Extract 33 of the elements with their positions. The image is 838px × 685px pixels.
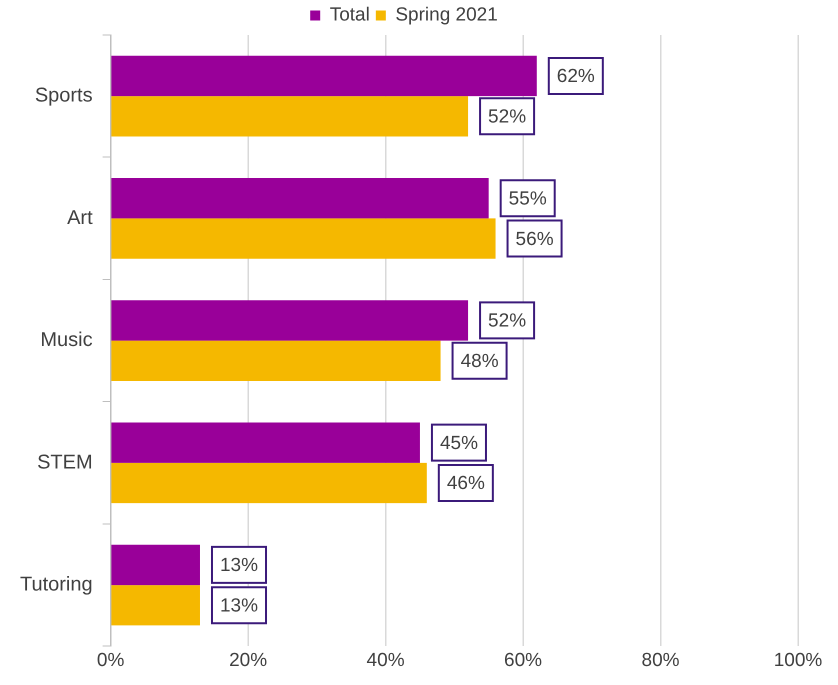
bar	[111, 462, 427, 504]
bar	[111, 340, 441, 381]
bar	[111, 300, 468, 341]
data-label: 45%	[440, 432, 478, 454]
bar	[111, 585, 200, 626]
y-tick-label: STEM	[37, 451, 93, 474]
bar	[111, 218, 496, 259]
data-label: 13%	[220, 595, 258, 616]
data-label: 48%	[460, 351, 499, 372]
y-tick-label: Tutoring	[20, 574, 93, 596]
y-tick-label: Art	[67, 206, 94, 229]
data-label: 55%	[508, 188, 547, 210]
bar	[111, 422, 420, 463]
bar	[111, 96, 468, 136]
y-tick-label: Music	[40, 329, 93, 352]
x-tick-label: 0%	[96, 650, 124, 671]
bar	[111, 544, 200, 586]
x-tick-label: 100%	[774, 650, 822, 671]
bar	[111, 178, 489, 218]
legend-label: Total	[330, 4, 370, 26]
x-tick-label: 40%	[366, 650, 405, 671]
data-label: 56%	[516, 228, 554, 250]
x-tick-label: 20%	[229, 650, 268, 671]
data-label: 62%	[556, 66, 595, 88]
x-tick-label: 60%	[504, 650, 542, 671]
data-label: 52%	[488, 106, 526, 128]
data-label: 46%	[446, 473, 485, 494]
bar	[111, 56, 537, 96]
data-label: 52%	[488, 310, 526, 332]
legend-label: Spring 2021	[395, 4, 498, 26]
data-label: 13%	[220, 555, 258, 576]
y-tick-label: Sports	[34, 84, 93, 107]
x-tick-label: 80%	[642, 650, 680, 671]
